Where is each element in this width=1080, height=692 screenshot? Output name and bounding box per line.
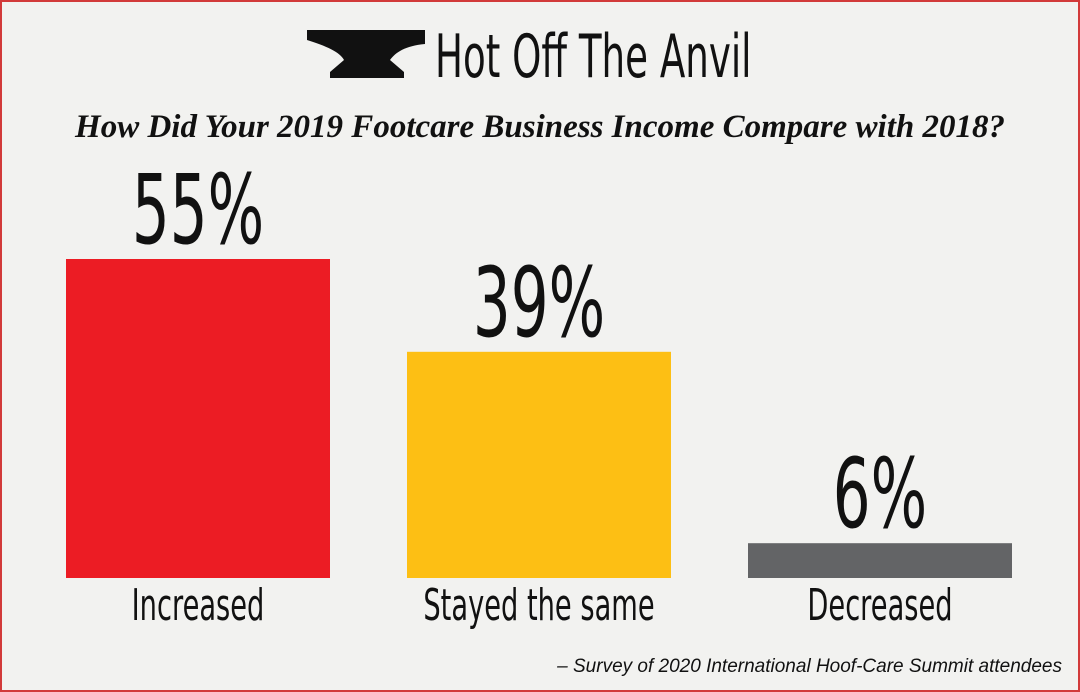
x-tick-label: Stayed the same: [423, 579, 654, 631]
title-group: Hot Off The Anvil: [435, 22, 752, 92]
x-tick-label-group: Decreased: [807, 579, 952, 631]
chart-subtitle: How Did Your 2019 Footcare Business Inco…: [74, 109, 1005, 145]
x-tick-label-group: Increased: [132, 579, 265, 631]
value-label: 55%: [132, 154, 264, 266]
value-label-group: 6%: [833, 438, 927, 550]
bar: [748, 543, 1012, 578]
value-label: 39%: [473, 247, 605, 359]
value-label: 6%: [833, 438, 927, 550]
x-tick-label: Increased: [132, 579, 265, 631]
anvil-icon: [307, 30, 425, 78]
value-label-group: 39%: [473, 247, 605, 359]
x-tick-label-group: Stayed the same: [423, 579, 654, 631]
x-tick-label: Decreased: [807, 579, 952, 631]
bar: [407, 351, 671, 578]
bar: [66, 259, 330, 578]
chart-title: Hot Off The Anvil: [435, 22, 752, 92]
footnote: – Survey of 2020 International Hoof-Care…: [556, 656, 1062, 677]
value-label-group: 55%: [132, 154, 264, 266]
